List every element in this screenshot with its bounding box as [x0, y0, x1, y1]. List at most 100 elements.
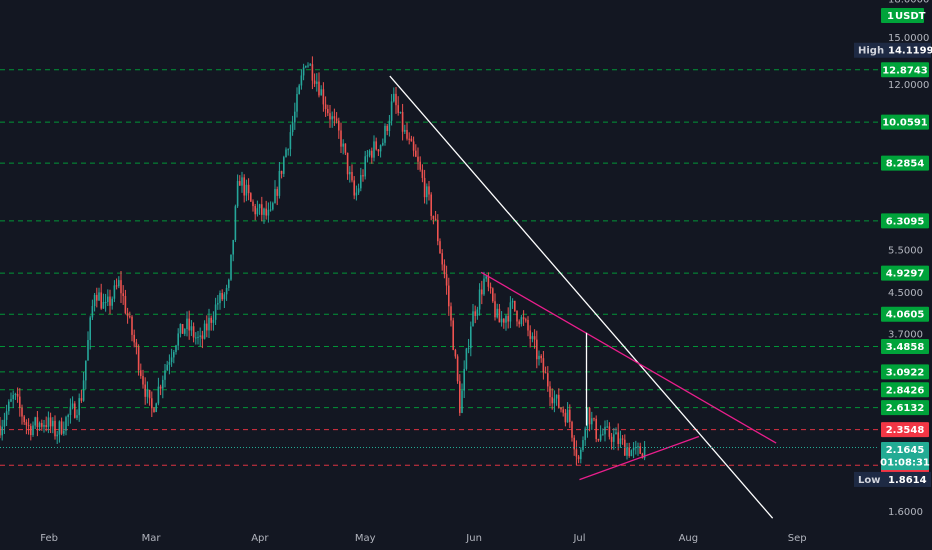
candle-body — [527, 319, 529, 331]
level-label-box — [881, 400, 929, 416]
level-label-text: 10.0591 — [882, 118, 928, 129]
candle-body — [228, 279, 230, 288]
candle-body — [386, 125, 388, 131]
candle-body — [329, 113, 331, 120]
candle-body — [327, 109, 329, 114]
candle-body — [373, 141, 375, 158]
candle-body — [47, 417, 50, 427]
level-label-box — [881, 422, 929, 438]
candle-body — [234, 206, 237, 241]
candle-body — [613, 434, 615, 442]
candle-body — [289, 132, 292, 150]
candle-body — [529, 330, 531, 339]
candle-body — [302, 67, 305, 76]
candle-body — [538, 355, 540, 360]
candle-body — [382, 142, 384, 146]
candle-body — [54, 420, 56, 437]
candle-body — [267, 209, 270, 216]
price-tick-label: 3.7000 — [888, 329, 923, 340]
level-label-text: 3.0922 — [886, 367, 925, 378]
candle-body — [210, 317, 212, 323]
candle-body — [30, 426, 32, 436]
candle-body — [349, 171, 351, 175]
candle-body — [294, 111, 296, 123]
trendline-triangle-lower[interactable] — [579, 435, 700, 481]
candle-body — [591, 418, 593, 425]
candle-body — [219, 293, 221, 304]
candle-body — [225, 287, 228, 295]
currency-badge[interactable]: 1 USDT — [881, 8, 926, 23]
candle-body — [540, 355, 542, 359]
candle-body — [69, 406, 72, 416]
candle-body — [162, 379, 164, 389]
candle-body — [388, 120, 391, 131]
trendline-descending-resistance[interactable] — [389, 75, 774, 519]
level-label-text: 2.3548 — [886, 425, 925, 436]
candle-body — [338, 120, 340, 131]
candle-body — [115, 285, 118, 287]
candle-body — [283, 157, 285, 174]
candle-body — [168, 361, 171, 365]
candle-body — [5, 411, 8, 420]
candle-body — [74, 403, 76, 418]
time-tick-label: May — [355, 533, 376, 544]
candle-body — [137, 347, 140, 371]
level-label-text: 12.8743 — [882, 65, 928, 76]
price-tick-label: 4.5000 — [888, 288, 923, 299]
candle-body — [470, 326, 472, 349]
level-label-box — [881, 155, 929, 171]
candle-body — [122, 293, 124, 296]
candle-body — [562, 409, 564, 413]
candle-body — [547, 373, 549, 387]
candle-body — [100, 292, 102, 309]
time-tick-label: Jun — [465, 533, 482, 544]
candle-body — [56, 434, 58, 437]
candle-body — [558, 394, 560, 408]
candle-body — [250, 193, 252, 202]
candle-body — [232, 240, 234, 255]
currency-label: 1 — [887, 11, 894, 22]
time-axis[interactable]: Feb Mar Apr May Jun Jul Aug Sep — [0, 528, 878, 550]
candle-body — [258, 204, 261, 209]
low-marker-prefix: Low — [858, 475, 880, 486]
candle-body — [311, 64, 314, 81]
candle-body — [415, 150, 417, 157]
trendlines-layer[interactable] — [389, 75, 777, 519]
candle-body — [14, 393, 17, 396]
trendline-triangle-upper[interactable] — [480, 271, 777, 444]
candle-body — [498, 308, 501, 323]
time-axis-background — [0, 528, 878, 550]
candle-body — [483, 278, 485, 295]
candle-body — [393, 93, 395, 102]
currency-unit: USDT — [895, 11, 926, 22]
time-tick-label: Mar — [142, 533, 162, 544]
candle-body — [487, 276, 490, 287]
candle-body — [179, 324, 182, 334]
candle-body — [333, 116, 336, 119]
candle-body — [80, 398, 83, 401]
candle-body — [390, 101, 393, 121]
candle-body — [313, 80, 316, 84]
candle-body — [406, 129, 408, 139]
candle-body — [45, 425, 47, 427]
candle-body — [104, 301, 107, 303]
level-label-text: 4.0605 — [886, 310, 925, 321]
candle-body — [192, 326, 195, 338]
candle-body — [12, 395, 14, 400]
candle-body — [113, 285, 116, 299]
candle-body — [243, 177, 245, 196]
candle-body — [500, 318, 503, 323]
candle-body — [632, 447, 635, 451]
candle-body — [525, 319, 527, 321]
candle-body — [641, 453, 644, 459]
candle-body — [155, 403, 157, 413]
candle-body — [485, 276, 487, 279]
candle-body — [316, 81, 318, 84]
candle-body — [371, 150, 373, 158]
candle-body — [252, 201, 254, 207]
candle-body — [379, 145, 382, 152]
candle-body — [360, 175, 362, 189]
candle-body — [151, 398, 153, 409]
